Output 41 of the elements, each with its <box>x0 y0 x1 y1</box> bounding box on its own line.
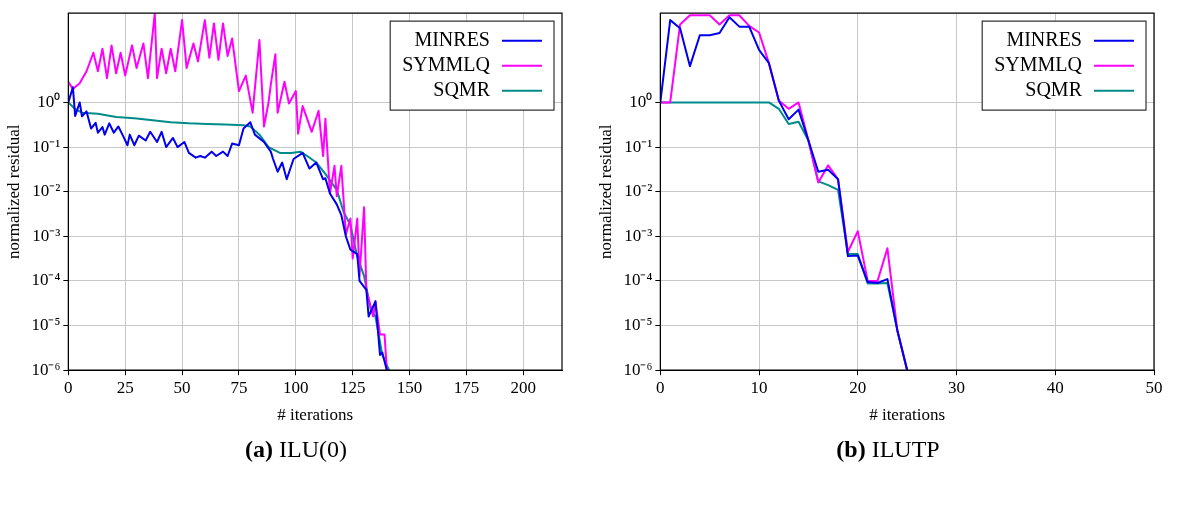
y-tick-label: 10⁻⁵ <box>31 315 61 335</box>
x-tick-label: 25 <box>116 377 134 397</box>
y-axis-title: normalized residual <box>3 124 23 259</box>
x-tick-label: 175 <box>453 377 480 397</box>
y-tick-label: 10⁻⁴ <box>623 270 653 290</box>
x-tick-label: 10 <box>750 377 768 397</box>
y-axis-title: normalized residual <box>595 124 615 259</box>
legend-label: SYMMLQ <box>994 52 1083 75</box>
y-tick-label: 10⁻⁶ <box>31 359 61 379</box>
x-tick-label: 100 <box>283 377 309 397</box>
x-tick-label: 20 <box>849 377 867 397</box>
x-tick-label: 40 <box>1046 377 1064 397</box>
x-axis-title: # iterations <box>869 405 946 425</box>
x-tick-label: 200 <box>510 377 537 397</box>
legend-label: SYMMLQ <box>402 52 491 75</box>
x-tick-label: 0 <box>656 377 665 397</box>
x-tick-label: 0 <box>64 377 73 397</box>
x-tick-label: 50 <box>1145 377 1163 397</box>
y-tick-label: 10⁻⁶ <box>623 359 653 379</box>
y-tick-label: 10⁻⁵ <box>623 315 653 335</box>
x-tick-label: 125 <box>339 377 366 397</box>
x-tick-label: 75 <box>230 377 248 397</box>
y-tick-label: 10⁻² <box>32 181 61 201</box>
y-tick-label: 10⁻³ <box>624 225 653 245</box>
legend-label: SQMR <box>433 77 491 100</box>
y-tick-label: 10⁻¹ <box>624 136 653 156</box>
y-tick-label: 10⁻² <box>624 181 653 201</box>
x-tick-label: 150 <box>396 377 423 397</box>
y-tick-label: 10⁰ <box>629 91 653 111</box>
y-tick-label: 10⁻³ <box>32 225 61 245</box>
x-tick-label: 50 <box>173 377 191 397</box>
y-tick-label: 10⁻⁴ <box>31 270 61 290</box>
y-tick-label: 10⁰ <box>37 91 61 111</box>
text: (b) ILUTP <box>835 436 941 463</box>
legend-label: SQMR <box>1025 77 1083 100</box>
x-axis-title: # iterations <box>277 405 354 425</box>
legend-label: MINRES <box>414 27 490 50</box>
y-tick-label: 10⁻¹ <box>32 136 61 156</box>
text: (a) ILU(0) <box>244 436 348 463</box>
x-tick-label: 30 <box>948 377 966 397</box>
legend-label: MINRES <box>1006 27 1082 50</box>
